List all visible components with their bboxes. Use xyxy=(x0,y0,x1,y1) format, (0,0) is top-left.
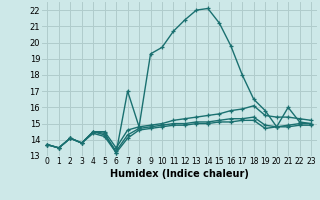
X-axis label: Humidex (Indice chaleur): Humidex (Indice chaleur) xyxy=(110,169,249,179)
